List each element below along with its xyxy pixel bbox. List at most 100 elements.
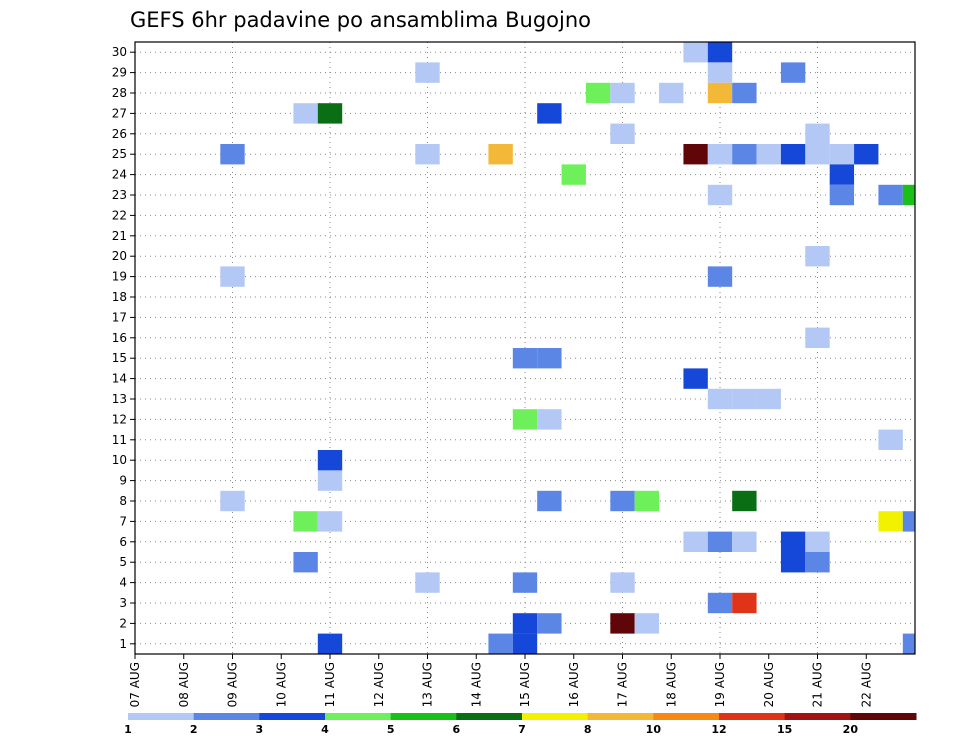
y-tick-label: 24: [112, 168, 127, 182]
y-tick-label: 13: [112, 392, 127, 406]
x-tick-label: 07 AUG: [128, 662, 142, 707]
heatmap-cell: [585, 82, 611, 104]
y-tick-label: 29: [112, 66, 127, 80]
y-tick-label: 6: [119, 535, 127, 549]
heatmap-cell: [707, 184, 733, 206]
colorbar-label: 12: [711, 723, 726, 736]
heatmap-cell: [780, 62, 806, 83]
y-tick-label: 26: [112, 127, 127, 141]
heatmap-cell: [317, 511, 343, 532]
colorbar-swatch: [259, 713, 326, 720]
colorbar-label: 6: [453, 723, 461, 736]
heatmap-cell: [220, 490, 245, 512]
y-tick-label: 7: [119, 514, 127, 528]
x-tick-label: 21 AUG: [811, 662, 825, 707]
y-tick-label: 12: [112, 412, 127, 426]
heatmap-cell: [732, 82, 757, 104]
x-axis: 07 AUG 08 AUG 09 AUG 10 AUG 11 AUG 12 AUG 13 A…: [128, 654, 873, 707]
colorbar-swatch: [719, 713, 786, 720]
heatmap-cell: [707, 62, 733, 83]
y-tick-label: 2: [119, 616, 127, 630]
y-tick-label: 18: [112, 290, 127, 304]
heatmap-cell: [732, 592, 757, 614]
y-tick-label: 17: [112, 310, 127, 324]
colorbar-swatch: [325, 713, 392, 720]
heatmap-cell: [415, 144, 440, 165]
heatmap-cell: [610, 572, 635, 593]
heatmap-cell: [415, 62, 440, 83]
y-tick-label: 23: [112, 188, 127, 202]
x-tick-label: 13 AUG: [421, 662, 435, 707]
y-axis: 1234567891011121314151617181920212223242…: [112, 45, 135, 651]
colorbar-label: 20: [843, 723, 859, 736]
x-tick-label: 15 AUG: [518, 662, 532, 707]
heatmap-cell: [415, 572, 440, 593]
heatmap-cell: [634, 613, 660, 634]
heatmap-cell: [707, 531, 733, 552]
x-tick-label: 17 AUG: [616, 662, 630, 707]
heatmap-cell: [854, 144, 879, 165]
heatmap-cell: [805, 552, 830, 573]
heatmap-cell: [732, 531, 757, 552]
y-tick-label: 16: [112, 331, 127, 345]
y-tick-label: 19: [112, 270, 127, 284]
heatmap-cell: [293, 511, 318, 532]
heatmap-cell: [488, 633, 513, 654]
heatmap-cell: [805, 123, 830, 144]
y-tick-label: 1: [119, 637, 127, 651]
x-tick-label: 22 AUG: [859, 662, 873, 707]
heatmap-cell: [683, 368, 708, 389]
heatmap-cell: [610, 490, 635, 512]
colorbar-swatch: [522, 713, 589, 720]
x-tick-label: 10 AUG: [274, 662, 288, 707]
heatmap-cell: [537, 490, 562, 512]
heatmap-cell: [707, 266, 733, 287]
heatmap-cell: [829, 184, 855, 206]
heatmap-cell: [780, 531, 806, 552]
heatmap-cell: [610, 613, 635, 634]
y-tick-label: 15: [112, 351, 127, 365]
y-tick-label: 5: [119, 555, 127, 569]
colorbar-label: 15: [777, 723, 792, 736]
heatmap-cell: [610, 123, 635, 144]
y-tick-label: 8: [119, 494, 127, 508]
heatmap-cell: [220, 144, 245, 165]
y-tick-label: 20: [112, 249, 127, 263]
heatmap-cell: [902, 184, 915, 206]
y-tick-label: 22: [112, 208, 127, 222]
colorbar-label: 5: [387, 723, 395, 736]
heatmap-cell: [683, 144, 708, 165]
heatmap-cell: [756, 144, 781, 165]
heatmap-cell: [537, 348, 562, 369]
colorbar-swatch: [587, 713, 654, 720]
heatmap-cell: [317, 450, 343, 471]
colorbar-label: 2: [190, 723, 198, 736]
y-tick-label: 10: [112, 453, 127, 467]
heatmap-cell: [317, 470, 343, 491]
y-tick-label: 9: [119, 474, 127, 488]
heatmap-cell: [537, 409, 562, 430]
heatmap-cell: [805, 144, 830, 165]
heatmap-cell: [878, 184, 903, 206]
heatmap-cell: [756, 388, 781, 410]
x-tick-label: 14 AUG: [469, 662, 483, 707]
colorbar-swatch: [850, 713, 917, 720]
heatmap-cell: [512, 348, 538, 369]
x-tick-label: 12 AUG: [372, 662, 386, 707]
heatmap-cell: [732, 144, 757, 165]
heatmap-cell: [512, 409, 538, 430]
colorbar-swatch: [128, 713, 195, 720]
heatmap-cell: [732, 490, 757, 512]
x-tick-label: 16 AUG: [567, 662, 581, 707]
heatmap-cell: [780, 552, 806, 573]
heatmap-cell: [659, 82, 684, 104]
colorbar-swatch: [456, 713, 523, 720]
y-tick-label: 14: [112, 372, 127, 386]
heatmap-cell: [878, 429, 903, 450]
heatmap-cell: [293, 552, 318, 573]
heatmap-cell: [732, 388, 757, 410]
heatmap-cell: [220, 266, 245, 287]
heatmap-cell: [488, 144, 513, 165]
heatmap-cell: [805, 531, 830, 552]
